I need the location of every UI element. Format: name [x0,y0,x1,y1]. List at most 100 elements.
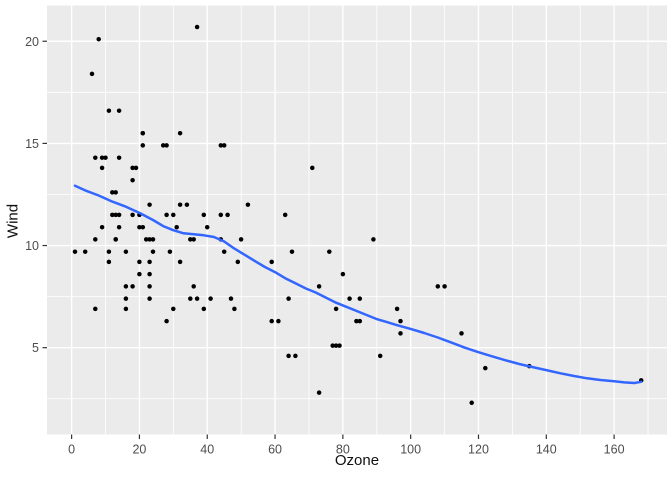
data-point [269,259,274,265]
data-point [164,318,169,324]
data-point [316,284,322,289]
data-point [147,202,152,207]
data-point [150,249,156,254]
data-point [174,224,179,230]
x-tick-label: 60 [268,443,282,457]
data-point [282,212,288,218]
data-point [106,108,112,113]
data-point [164,143,169,148]
data-point [221,249,227,254]
data-point [194,296,200,301]
data-point [238,237,244,242]
data-point [232,306,237,312]
data-point [123,306,129,312]
data-point [435,284,441,289]
data-point [286,353,291,359]
data-point [160,143,166,148]
data-point [184,202,190,207]
data-point [201,212,207,218]
data-point [245,202,251,207]
data-point [140,224,146,230]
data-point [123,284,129,289]
data-point [123,296,129,301]
data-point [147,237,152,242]
data-point [269,318,274,324]
data-point [110,212,115,218]
data-point [113,212,118,218]
data-point [398,331,403,336]
data-point [337,343,342,348]
data-point [116,108,122,113]
data-point [137,224,142,230]
data-point [167,249,173,254]
data-point [93,237,98,242]
data-point [333,306,339,312]
y-tick-label: 15 [25,137,39,151]
x-tick-label: 160 [604,443,625,457]
data-point [357,296,363,301]
data-point [354,318,359,324]
data-point [164,212,169,218]
data-point [143,237,149,242]
x-axis-title: Ozone [334,452,380,469]
data-point [116,212,122,218]
data-point [110,190,115,195]
data-point [171,212,176,218]
data-point [235,259,241,265]
data-point [310,165,315,171]
data-point [99,165,105,171]
data-point [133,165,139,171]
data-point [99,224,105,230]
data-point [293,353,298,359]
data-point [116,155,122,160]
data-point [177,259,183,265]
data-point [191,284,196,289]
data-point [130,284,135,289]
data-point [147,296,152,301]
data-point [218,143,224,148]
data-point [96,36,101,42]
y-tick-label: 10 [25,239,39,253]
data-point [483,365,488,371]
data-point [371,237,376,242]
data-point [137,271,142,277]
data-point [208,296,213,301]
data-point [194,24,200,30]
data-point [191,237,196,242]
data-point [377,353,383,359]
data-point [72,249,78,254]
data-point [147,271,152,277]
data-point [347,296,352,301]
smooth-line [73,184,643,385]
data-point [177,130,183,136]
data-point [113,190,118,195]
data-point [340,271,346,277]
data-point [137,259,142,265]
data-point [394,306,400,312]
data-point [398,318,403,324]
x-tick-label: 100 [400,443,421,457]
data-point [106,249,112,254]
data-point [201,306,207,312]
data-point [82,249,88,254]
x-tick-label: 80 [336,443,350,457]
data-point [330,343,335,348]
x-tick-label: 0 [68,443,75,457]
data-point [113,237,118,242]
x-tick-label: 140 [536,443,557,457]
data-point [289,249,295,254]
data-point [140,130,146,136]
data-point [459,331,464,336]
data-point [228,296,234,301]
data-point [204,224,210,230]
data-point [130,165,135,171]
y-tick-label: 20 [25,35,39,49]
data-point [147,259,152,265]
data-point [89,71,95,77]
data-point [276,318,281,324]
data-point [177,202,183,207]
data-point [188,296,193,301]
data-point [99,155,105,160]
data-point [106,259,112,265]
x-tick-label: 40 [200,443,214,457]
